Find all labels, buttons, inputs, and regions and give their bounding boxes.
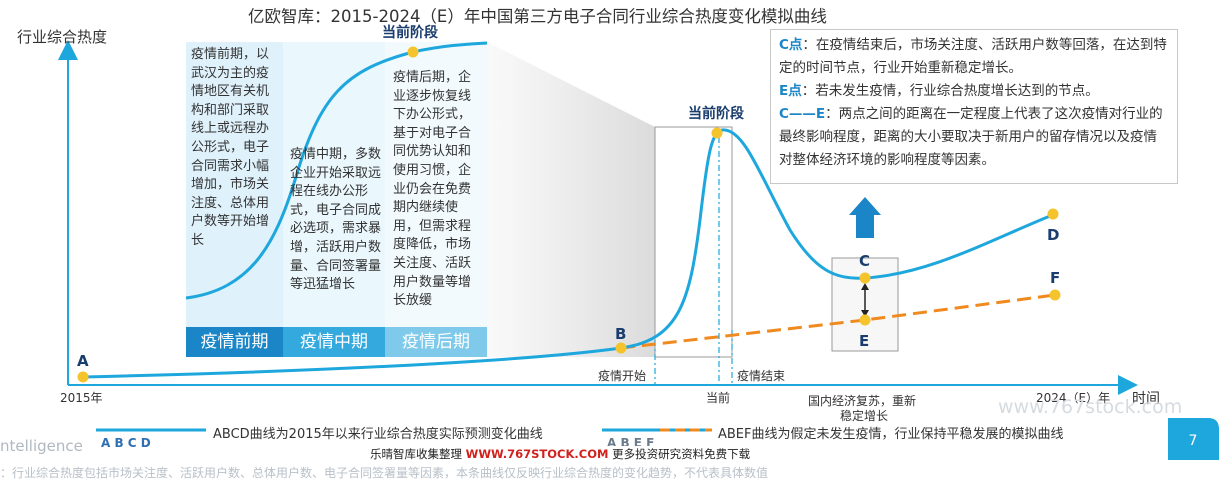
tick-2015: 2015年 xyxy=(60,391,103,405)
note-e: E点：若未发生疫情，行业综合热度增长达到的节点。 xyxy=(779,80,1169,103)
note-c-key: C点 xyxy=(779,37,803,53)
ce-arrow-up xyxy=(861,283,869,290)
current-stage-label-main: 当前阶段 xyxy=(688,105,744,122)
watermark: www.767stock.com xyxy=(998,396,1183,418)
tick-epidemic-start: 疫情开始 xyxy=(598,368,646,383)
tick-current: 当前 xyxy=(706,390,730,405)
legend-abef-text: ABEF曲线为假定未发生疫情，行业保持平稳发展的模拟曲线 xyxy=(718,427,1064,442)
note-ce: C——E：两点之间的距离在一定程度上代表了这次疫情对行业的最终影响程度，距离的大… xyxy=(779,103,1169,172)
point-zoom-current xyxy=(407,46,419,58)
point-a xyxy=(77,371,89,383)
x-axis-label: 时间 xyxy=(1132,391,1160,407)
tick-epidemic-end: 疫情结束 xyxy=(737,368,785,383)
phase-pre-label: 疫情前期 xyxy=(186,327,283,357)
tick-recovery-2: 稳定增长 xyxy=(840,408,888,423)
current-stage-label-zoom: 当前阶段 xyxy=(382,24,438,41)
phase-post-label: 疫情后期 xyxy=(385,327,487,357)
legend-abcd-text: ABCD曲线为2015年以来行业综合热度实际预测变化曲线 xyxy=(213,427,543,442)
promo-text: 乐晴智库收集整理 xyxy=(370,447,462,461)
page-number-tab xyxy=(1168,418,1219,460)
label-d: D xyxy=(1047,226,1059,244)
label-f: F xyxy=(1050,269,1060,287)
phase-post-text: 疫情后期，企业逐步恢复线下办公形式，基于对电子合同优势认知和使用习惯，企业仍会在… xyxy=(393,70,472,309)
tick-2024: 2024（E）年 xyxy=(1036,391,1110,405)
current-stage-box xyxy=(654,126,733,358)
zoom-curve xyxy=(185,41,488,300)
phase-panel-post xyxy=(385,42,487,327)
phase-pre-text: 疫情前期，以武汉为主的疫情地区有关机构和部门采取线上或远程办公形式，电子合同需求… xyxy=(191,47,270,248)
notes-box: C点：在疫情结束后，市场关注度、活跃用户数等回落，在达到特定的时间节点，行业开始… xyxy=(770,29,1178,184)
note-c-text: ：在疫情结束后，市场关注度、活跃用户数等回落，在达到特定的时间节点，行业开始重新… xyxy=(779,37,1167,76)
label-a: A xyxy=(77,352,89,370)
page-number: 7 xyxy=(1189,433,1198,449)
note-ce-text: ：两点之间的距离在一定程度上代表了这次疫情对行业的最终影响程度，距离的大小要取决… xyxy=(779,106,1163,168)
note-e-text: ：若未发生疫情，行业综合热度增长达到的节点。 xyxy=(801,83,1099,99)
footer-note: ：行业综合热度包括市场关注度、活跃用户数、总体用户数、电子合同签署量等因素，本条… xyxy=(0,466,769,480)
point-current xyxy=(711,127,723,139)
label-b: B xyxy=(615,325,626,343)
note-e-key: E点 xyxy=(779,83,802,99)
label-e: E xyxy=(859,332,869,350)
point-c xyxy=(859,272,871,284)
zoom-projection xyxy=(487,42,655,357)
point-b xyxy=(615,342,627,354)
phase-panel-mid xyxy=(283,42,385,327)
point-f xyxy=(1049,289,1061,301)
label-c: C xyxy=(859,252,870,270)
ce-arrow-down xyxy=(861,310,869,317)
point-d xyxy=(1047,208,1059,220)
note-c: C点：在疫情结束后，市场关注度、活跃用户数等回落，在达到特定的时间节点，行业开始… xyxy=(779,34,1169,80)
phase-mid-label: 疫情中期 xyxy=(283,327,385,357)
brand-text: ntelligence xyxy=(0,437,83,455)
promo-url[interactable]: WWW.767STOCK.COM xyxy=(465,447,609,461)
y-axis-label: 行业综合热度 xyxy=(17,28,107,46)
tick-recovery: 国内经济复苏，重新 xyxy=(808,393,916,408)
promo-line: 乐晴智库收集整理 WWW.767STOCK.COM 更多投资研究资料免费下载 xyxy=(370,446,751,462)
chart-title: 亿欧智库：2015-2024（E）年中国第三方电子合同行业综合热度变化模拟曲线 xyxy=(248,7,827,26)
legend-abcd-letters: A B C D xyxy=(101,436,151,450)
up-arrow-icon xyxy=(849,197,881,238)
phase-mid-text: 疫情中期，多数企业开始采取远程在线办公形式，电子合同成必选项，需求暴增，活跃用户… xyxy=(290,147,382,293)
note-ce-key: C——E xyxy=(779,106,826,122)
point-e xyxy=(859,314,871,326)
promo-more: 更多投资研究资料免费下载 xyxy=(612,447,751,461)
